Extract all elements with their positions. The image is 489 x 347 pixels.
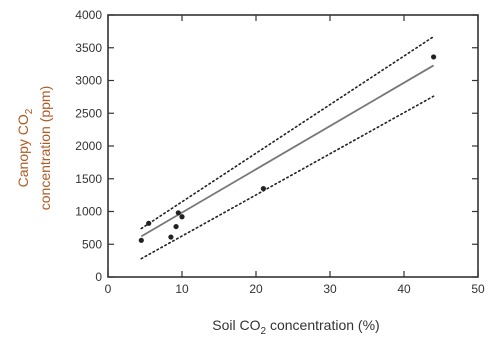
data-point <box>179 214 185 220</box>
x-axis-title: Soil CO2 concentration (%) <box>212 317 379 337</box>
x-tick-label: 20 <box>249 282 263 296</box>
y-axis-title-line2: concentration (ppm) <box>37 86 53 211</box>
data-point <box>175 210 181 216</box>
confidence-lower-line <box>140 95 435 260</box>
axis-ticks: 0 10 20 30 40 5005001000150020002500300035004… <box>75 8 485 296</box>
data-point <box>168 234 174 240</box>
y-tick-label: 1500 <box>75 172 102 186</box>
y-tick-label: 2500 <box>75 106 102 120</box>
y-axis-title-line1: Canopy CO2 <box>15 108 35 187</box>
regression-line <box>140 64 435 238</box>
y-tick-label: 3500 <box>75 41 102 55</box>
data-point <box>260 185 266 192</box>
y-tick-label: 0 <box>95 270 102 284</box>
x-tick-label: 40 <box>397 282 411 296</box>
data-point <box>431 54 437 60</box>
y-tick-label: 1000 <box>75 205 102 219</box>
data-marks <box>138 35 437 260</box>
plot-frame <box>107 14 479 278</box>
y-tick-label: 500 <box>82 237 102 251</box>
y-tick-label: 2000 <box>75 139 102 153</box>
confidence-upper-line <box>140 35 435 230</box>
y-tick-label: 4000 <box>75 8 102 22</box>
data-point <box>173 223 179 230</box>
x-tick-label: 50 <box>471 282 485 296</box>
plot-area <box>107 14 479 278</box>
x-tick-label: 30 <box>323 282 337 296</box>
y-tick-label: 3000 <box>75 74 102 88</box>
x-tick-label: 0 <box>105 282 112 296</box>
x-tick-label: 10 <box>175 282 189 296</box>
data-point <box>138 237 144 243</box>
data-point <box>146 220 152 226</box>
